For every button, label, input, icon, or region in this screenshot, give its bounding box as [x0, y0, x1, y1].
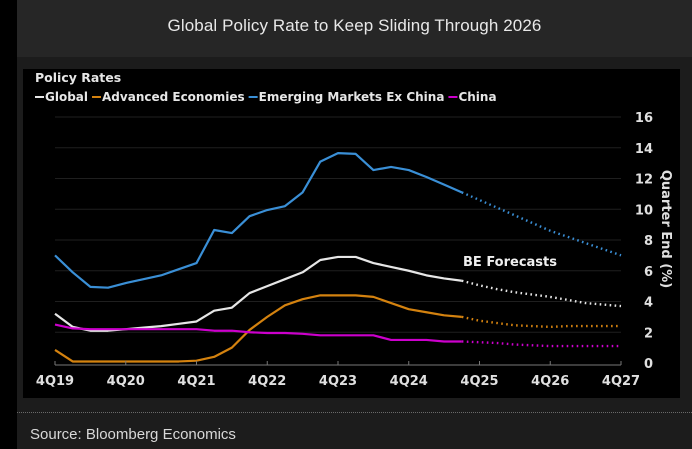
x-tick-label: 4Q25	[460, 374, 498, 389]
x-tick-label: 4Q26	[531, 374, 569, 389]
y-tick-label: 16	[635, 111, 653, 126]
series-emerging-markets-ex-china-forecast	[461, 191, 622, 257]
x-tick-label: 4Q24	[390, 374, 428, 389]
legend-label: Global	[45, 90, 88, 104]
y-tick-label: 12	[635, 173, 653, 188]
plot-area: 0 2 4 6 8 10 12 14 16 4Q19 4Q20 4Q21 4Q22 4Q23 4Q24 4Q2…	[23, 69, 680, 398]
legend-label: China	[458, 90, 496, 104]
y-tick-label: 2	[644, 326, 653, 341]
legend-item-china: China	[448, 90, 497, 104]
forecast-annotation: BE Forecasts	[463, 255, 557, 270]
legend-label: Emerging Markets Ex China	[259, 90, 445, 104]
legend-label: Advanced Economies	[102, 90, 245, 104]
legend-item-emerging-markets-ex-china: Emerging Markets Ex China	[248, 90, 445, 104]
x-tick-label: 4Q20	[107, 374, 145, 389]
y-tick-label: 14	[635, 142, 653, 157]
legend: Policy Rates Global Advanced Economies Emer…	[35, 70, 497, 104]
footer-separator	[17, 412, 692, 413]
chart-title: Global Policy Rate to Keep Sliding Throu…	[167, 16, 542, 35]
x-tick-label: 4Q21	[177, 374, 215, 389]
y-tick-label: 8	[644, 234, 653, 249]
series-advanced-economies-forecast	[461, 315, 621, 329]
source-note: Source: Bloomberg Economics	[30, 426, 236, 443]
series-china-actual	[54, 323, 462, 343]
series-lines	[54, 152, 622, 363]
series-china-forecast	[461, 340, 621, 348]
series-global-forecast	[461, 279, 622, 308]
y-axis-title: Quarter End (%)	[658, 170, 673, 288]
title-bar: Global Policy Rate to Keep Sliding Throu…	[17, 0, 692, 57]
axes: 0 2 4 6 8 10 12 14 16 4Q19 4Q20 4Q21 4Q22 4Q23 4Q24 4Q2…	[36, 111, 673, 389]
series-advanced-economies-actual	[54, 294, 462, 363]
line-chart: 0 2 4 6 8 10 12 14 16 4Q19 4Q20 4Q21 4Q22 4Q23 4Q24 4Q2…	[35, 70, 673, 389]
series-global-actual	[54, 255, 462, 332]
x-tick-label: 4Q27	[602, 374, 640, 389]
y-tick-label: 10	[635, 203, 653, 218]
legend-item-advanced-economies: Advanced Economies	[92, 90, 245, 104]
gridlines	[55, 116, 621, 333]
x-tick-label: 4Q22	[248, 374, 286, 389]
y-tick-label: 6	[644, 265, 653, 280]
y-tick-label: 0	[644, 357, 653, 372]
x-tick-label: 4Q23	[319, 374, 357, 389]
left-border	[0, 0, 17, 449]
legend-item-global: Global	[35, 90, 88, 104]
series-emerging-markets-ex-china-actual	[54, 152, 463, 289]
y-tick-label: 4	[644, 296, 653, 311]
legend-title: Policy Rates	[35, 70, 121, 85]
x-tick-label: 4Q19	[36, 374, 74, 389]
